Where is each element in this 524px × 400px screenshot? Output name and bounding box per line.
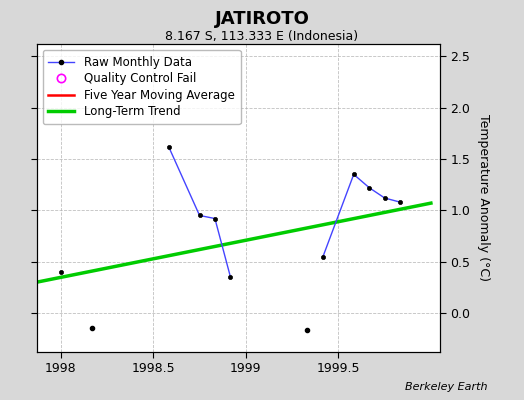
Text: Berkeley Earth: Berkeley Earth <box>405 382 487 392</box>
Y-axis label: Temperature Anomaly (°C): Temperature Anomaly (°C) <box>477 114 490 282</box>
Text: 8.167 S, 113.333 E (Indonesia): 8.167 S, 113.333 E (Indonesia) <box>166 30 358 43</box>
Legend: Raw Monthly Data, Quality Control Fail, Five Year Moving Average, Long-Term Tren: Raw Monthly Data, Quality Control Fail, … <box>42 50 241 124</box>
Text: JATIROTO: JATIROTO <box>214 10 310 28</box>
